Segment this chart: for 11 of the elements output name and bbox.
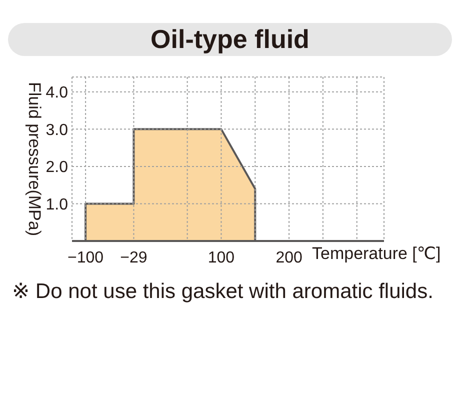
x-tick-label: 100 xyxy=(208,249,235,266)
y-tick-label: 3.0 xyxy=(46,122,68,139)
y-tick-label: 4.0 xyxy=(46,84,68,102)
x-tick-label: 200 xyxy=(276,249,302,266)
x-axis-title: Temperature [℃] xyxy=(312,244,441,264)
y-tick-label: 2.0 xyxy=(46,159,68,176)
y-axis-title: Fluid pressure(MPa) xyxy=(24,82,44,236)
text: ※ Do not use this gasket with aromatic fluids. xyxy=(12,279,434,305)
x-tick-label: −29 xyxy=(120,249,148,266)
y-tick-label: 1.0 xyxy=(46,196,68,214)
x-tick-label: −100 xyxy=(68,249,104,266)
